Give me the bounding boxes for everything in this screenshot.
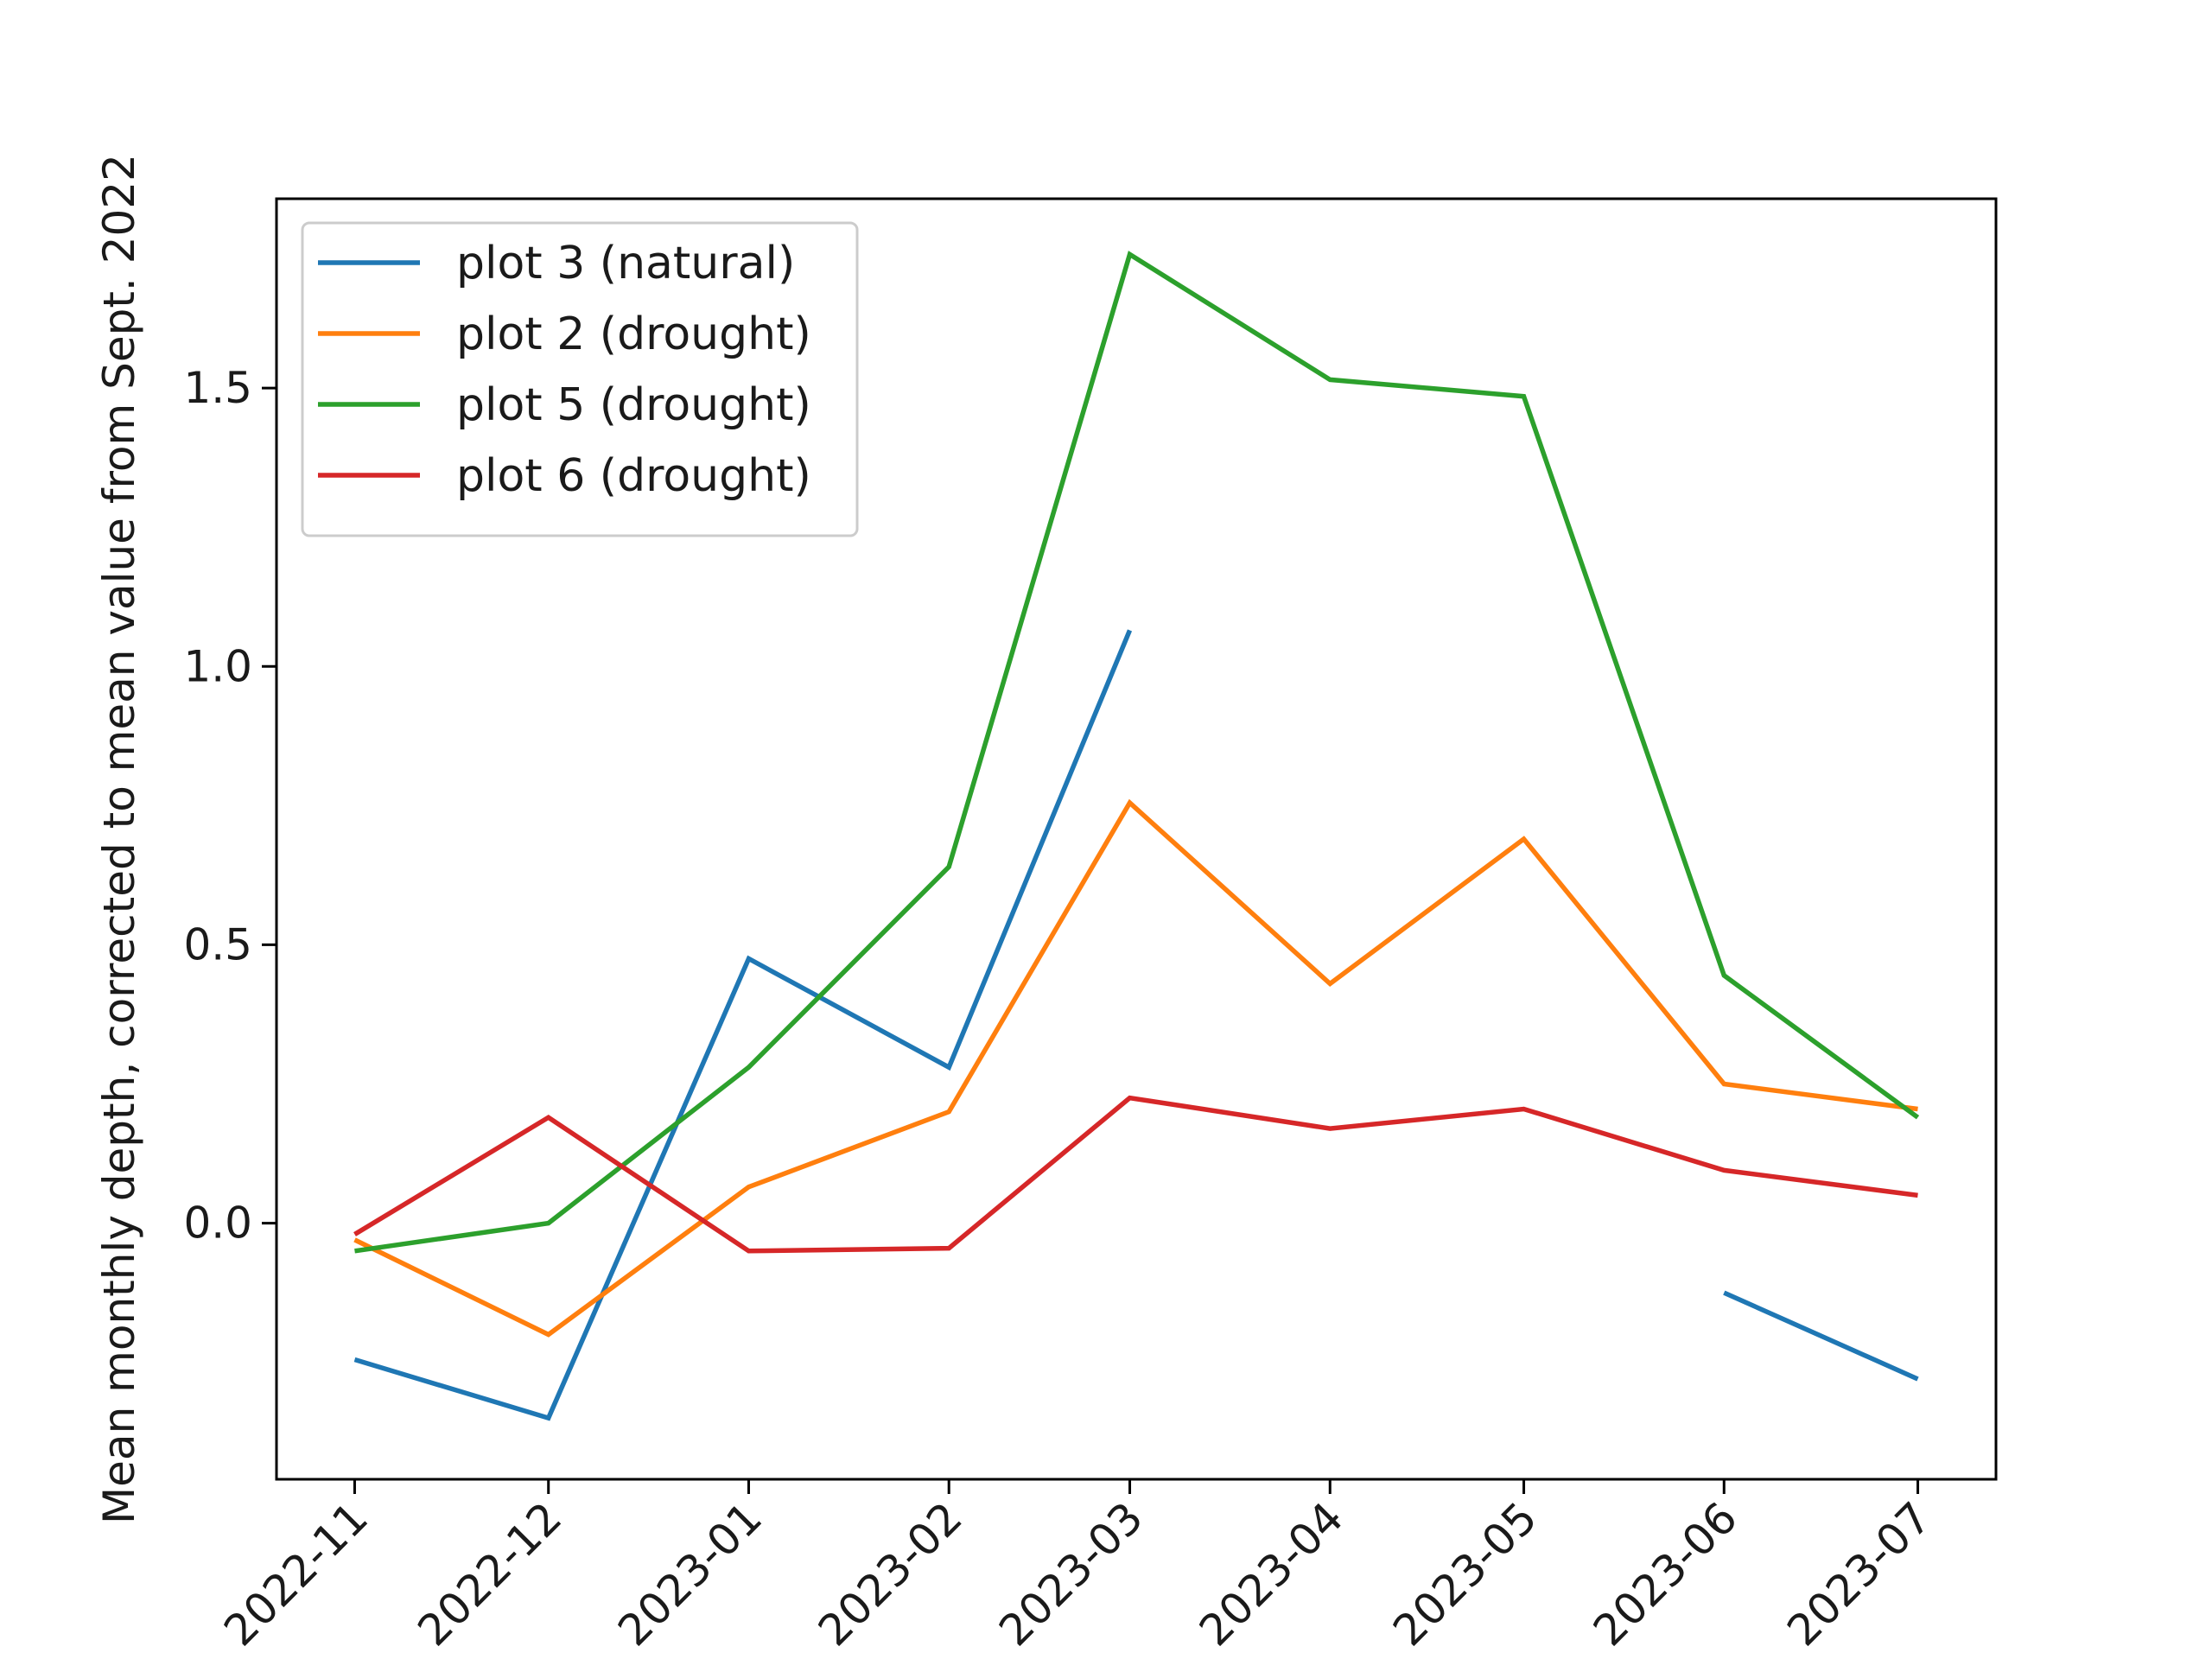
- y-axis: 0.0 0.5 1.0 1.5: [183, 363, 276, 1249]
- legend-box: [301, 221, 859, 537]
- legend: plot 3 (natural) plot 2 (drought) plot 5 (…: [301, 221, 859, 537]
- y-tick-label: 0.5: [183, 919, 252, 969]
- legend-label: plot 2 (drought): [456, 308, 811, 360]
- legend-label: plot 6 (drought): [456, 450, 811, 502]
- series-line: [353, 798, 1918, 1338]
- series-2: [353, 798, 1918, 1338]
- series-4: [353, 1095, 1918, 1254]
- series-line: [353, 1095, 1918, 1254]
- y-tick-label: 0.0: [183, 1198, 252, 1249]
- series-layer: [353, 251, 1920, 1421]
- y-axis-label: Mean monthly depth, corrected to mean va…: [94, 154, 144, 1524]
- legend-item: plot 5 (drought): [318, 379, 811, 431]
- y-tick-label: 1.0: [183, 641, 252, 691]
- series-3: [354, 251, 1920, 1254]
- legend-item: plot 3 (natural): [318, 238, 795, 289]
- legend-item: plot 2 (drought): [318, 308, 811, 360]
- series-line: [354, 251, 1920, 1254]
- legend-item: plot 6 (drought): [318, 450, 811, 502]
- legend-label: plot 3 (natural): [456, 238, 795, 289]
- y-tick-label: 1.5: [183, 363, 252, 413]
- series-1: [353, 629, 1919, 1421]
- series-line: [353, 629, 1919, 1421]
- plot-frame: [275, 197, 1998, 1481]
- legend-label: plot 5 (drought): [456, 379, 811, 431]
